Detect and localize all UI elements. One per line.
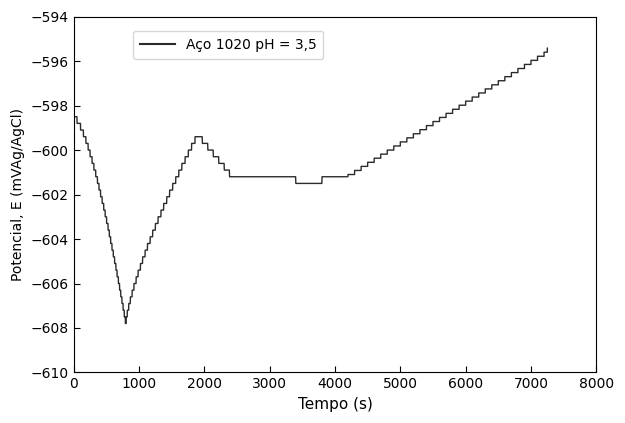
Legend: Aço 1020 pH = 3,5: Aço 1020 pH = 3,5 bbox=[133, 31, 323, 58]
X-axis label: Tempo (s): Tempo (s) bbox=[298, 397, 372, 412]
Y-axis label: Potencial, E (mVAg/AgCl): Potencial, E (mVAg/AgCl) bbox=[11, 108, 25, 281]
